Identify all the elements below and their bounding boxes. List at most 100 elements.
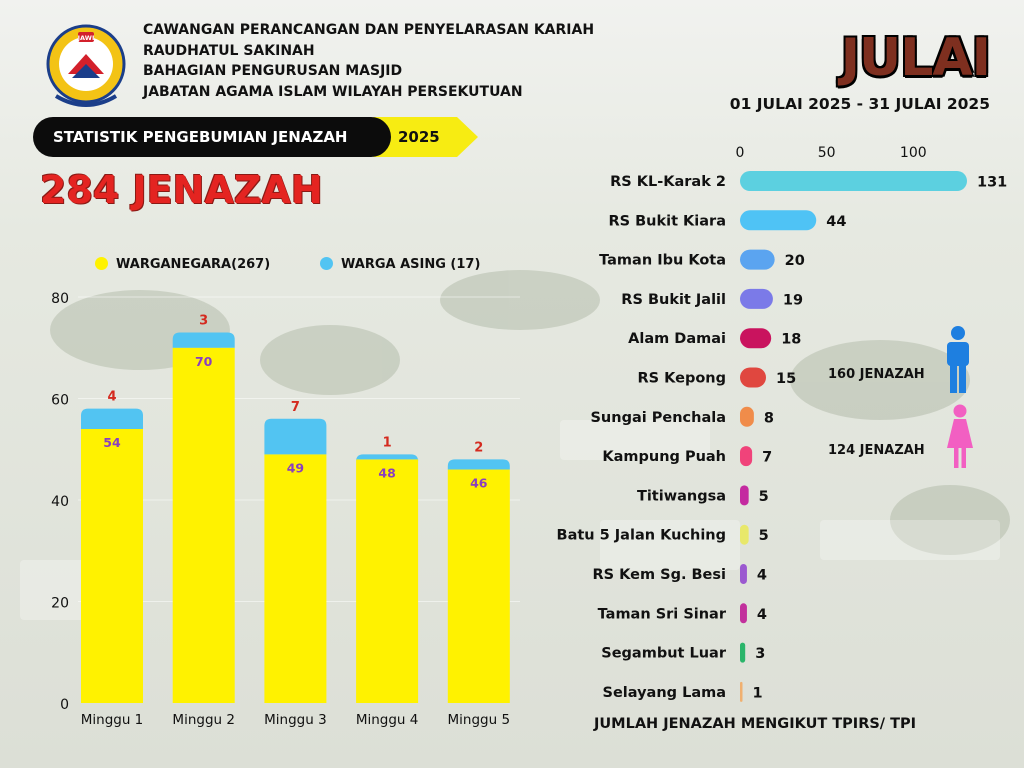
- bar-warganegara: [264, 454, 327, 703]
- value-label: 19: [783, 292, 803, 308]
- bar-warga-asing: [264, 418, 327, 455]
- header-line: BAHAGIAN PENGURUSAN MASJID: [143, 63, 403, 79]
- bar: [740, 564, 747, 584]
- data-label-warganegara: 70: [195, 354, 213, 369]
- y-tick-label: 80: [51, 291, 69, 307]
- category-label: RS Kepong: [637, 371, 726, 387]
- y-tick-label: 0: [60, 697, 69, 713]
- x-tick-label: 0: [736, 145, 745, 161]
- x-tick-label: Minggu 3: [264, 712, 327, 728]
- category-label: Sungai Penchala: [590, 410, 726, 426]
- category-label: RS Kem Sg. Besi: [593, 567, 727, 583]
- value-label: 4: [757, 568, 767, 584]
- jawi-logo: JAWI: [46, 24, 126, 107]
- category-label: RS KL-Karak 2: [610, 174, 726, 190]
- banner-label: STATISTIK PENGEBUMIAN JENAZAH: [53, 128, 348, 146]
- female-count: 124 JENAZAH: [828, 443, 925, 458]
- x-tick-label: Minggu 1: [81, 712, 144, 728]
- data-label-warga-asing: 1: [383, 435, 392, 450]
- value-label: 20: [785, 253, 805, 269]
- bar-warganegara: [172, 347, 235, 703]
- x-tick-label: Minggu 2: [172, 712, 235, 728]
- category-label: Taman Ibu Kota: [599, 253, 726, 269]
- legend-swatch-yellow: [95, 257, 108, 270]
- category-label: Kampung Puah: [602, 449, 726, 465]
- value-label: 131: [977, 175, 1007, 191]
- legend-warganegara: WARGANEGARA(267): [95, 257, 270, 272]
- bar: [740, 603, 747, 624]
- y-tick-label: 40: [51, 494, 69, 510]
- value-label: 3: [755, 646, 765, 662]
- bar: [740, 171, 967, 191]
- value-label: 5: [759, 489, 769, 505]
- bar: [740, 446, 753, 467]
- weekly-stacked-bar-chart: 0 20 40 60 80 4 54 Minggu 1 3 70 Minggu 2 7 49 Minggu…: [51, 291, 520, 728]
- bar: [740, 485, 749, 506]
- svg-text:JAWI: JAWI: [77, 34, 95, 42]
- legend-label: WARGANEGARA(267): [116, 257, 271, 272]
- bar: [740, 406, 754, 427]
- value-label: 5: [759, 528, 769, 544]
- category-label: Segambut Luar: [601, 646, 727, 662]
- bar: [740, 249, 775, 270]
- bar: [740, 524, 749, 545]
- statistics-banner: STATISTIK PENGEBUMIAN JENAZAH 2025: [33, 117, 478, 157]
- value-label: 7: [762, 450, 772, 466]
- bar-warga-asing: [356, 454, 419, 462]
- bar: [740, 681, 743, 702]
- category-label: Alam Damai: [628, 331, 726, 347]
- x-tick-label: Minggu 5: [448, 712, 511, 728]
- value-label: 4: [757, 607, 767, 623]
- data-label-warganegara: 49: [287, 460, 304, 475]
- month-title: JULAI: [840, 28, 991, 88]
- banner-background: [33, 117, 391, 157]
- category-label: RS Bukit Jalil: [621, 292, 726, 308]
- header-line: RAUDHATUL SAKINAH: [143, 42, 315, 59]
- department-header: CAWANGAN PERANCANGAN DAN PENYELARASAN KA…: [143, 20, 594, 102]
- category-label: Batu 5 Jalan Kuching: [557, 528, 726, 544]
- data-label-warganegara: 48: [378, 465, 395, 480]
- bar: [740, 288, 773, 309]
- data-label-warganegara: 54: [103, 435, 121, 450]
- data-label-warganegara: 46: [470, 476, 488, 491]
- bar: [740, 210, 817, 231]
- category-label: Taman Sri Sinar: [598, 606, 727, 622]
- value-label: 15: [776, 371, 796, 387]
- total-count: 284 JENAZAH: [40, 168, 323, 212]
- category-label: Titiwangsa: [637, 488, 726, 504]
- banner-year: 2025: [398, 128, 440, 146]
- header-line: CAWANGAN PERANCANGAN DAN PENYELARASAN KA…: [143, 22, 595, 38]
- bar-warganegara: [356, 459, 419, 703]
- data-label-warga-asing: 7: [291, 400, 300, 415]
- legend-label: WARGA ASING (17): [341, 257, 481, 272]
- x-tick-label: Minggu 4: [356, 712, 419, 728]
- category-label: RS Bukit Kiara: [608, 213, 726, 229]
- header-line: JABATAN AGAMA ISLAM WILAYAH PERSEKUTUAN: [143, 83, 523, 100]
- x-tick-label: 100: [900, 145, 927, 161]
- y-tick-label: 20: [51, 596, 69, 612]
- x-tick-label: 50: [818, 145, 836, 161]
- value-label: 8: [764, 410, 774, 426]
- date-range: 01 JULAI 2025 - 31 JULAI 2025: [729, 95, 990, 113]
- value-label: 18: [781, 332, 801, 348]
- value-label: 1: [753, 685, 763, 701]
- value-label: 44: [826, 214, 846, 230]
- y-tick-label: 60: [51, 393, 69, 409]
- bar-warga-asing: [81, 408, 143, 429]
- male-count: 160 JENAZAH: [828, 367, 925, 382]
- bar: [740, 642, 746, 663]
- data-label-warga-asing: 2: [474, 440, 483, 455]
- legend-warga-asing: WARGA ASING (17): [320, 257, 480, 272]
- bar-warganegara: [447, 469, 510, 703]
- bar-warga-asing: [172, 332, 235, 348]
- tpi-chart-title: JUMLAH JENAZAH MENGIKUT TPIRS/ TPI: [594, 716, 917, 732]
- bar-warganegara: [81, 428, 143, 703]
- female-icon: [947, 404, 973, 468]
- data-label-warga-asing: 4: [107, 390, 116, 405]
- bar-warga-asing: [447, 459, 510, 470]
- male-icon: [947, 326, 969, 393]
- bar: [740, 328, 772, 349]
